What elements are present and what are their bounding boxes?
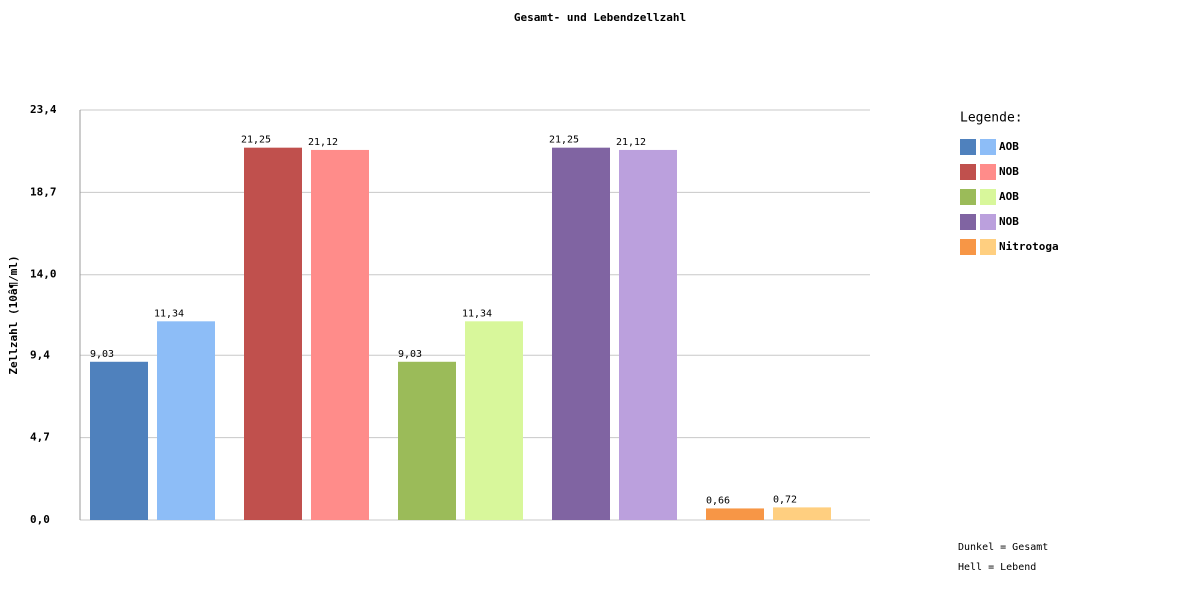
data-label: 0,72 [773, 494, 797, 505]
data-label: 0,66 [706, 495, 730, 506]
legend-title: Legende: [960, 111, 1023, 126]
y-tick-label: 23,4 [30, 103, 57, 116]
data-label: 21,25 [549, 135, 579, 146]
legend-swatch [960, 164, 976, 180]
legend-label: NOB [999, 215, 1019, 228]
y-tick-label: 14,0 [30, 268, 57, 281]
data-label: 21,25 [241, 135, 271, 146]
bar [465, 321, 523, 520]
note: Hell = Lebend [958, 562, 1036, 573]
bar [552, 147, 610, 520]
bar [90, 361, 148, 520]
data-label: 9,03 [90, 349, 114, 360]
data-label: 11,34 [154, 308, 184, 319]
legend-swatch [980, 139, 996, 155]
legend-label: AOB [999, 140, 1019, 153]
legend-swatch [980, 239, 996, 255]
data-label: 11,34 [462, 308, 492, 319]
legend-swatch [980, 164, 996, 180]
legend-label: NOB [999, 165, 1019, 178]
bar [311, 149, 369, 520]
legend-swatch [980, 189, 996, 205]
bar [773, 507, 831, 520]
legend-swatch [960, 139, 976, 155]
legend-swatch [960, 239, 976, 255]
legend-swatch [960, 214, 976, 230]
bar [706, 508, 764, 520]
bar [619, 149, 677, 520]
y-tick-label: 4,7 [30, 431, 50, 444]
bar [157, 321, 215, 520]
legend-label: Nitrotoga [999, 240, 1059, 253]
legend-swatch [980, 214, 996, 230]
bar [244, 147, 302, 520]
legend-label: AOB [999, 190, 1019, 203]
note: Dunkel = Gesamt [958, 542, 1048, 553]
y-axis-label: Zellzahl (10â¶/ml) [7, 255, 20, 374]
data-label: 21,12 [616, 137, 646, 148]
data-label: 9,03 [398, 349, 422, 360]
legend-swatch [960, 189, 976, 205]
y-tick-label: 0,0 [30, 513, 50, 526]
y-tick-label: 9,4 [30, 348, 50, 361]
y-tick-label: 18,7 [30, 185, 57, 198]
chart-title: Gesamt- und Lebendzellzahl [514, 11, 686, 24]
bar [398, 361, 456, 520]
data-label: 21,12 [308, 137, 338, 148]
